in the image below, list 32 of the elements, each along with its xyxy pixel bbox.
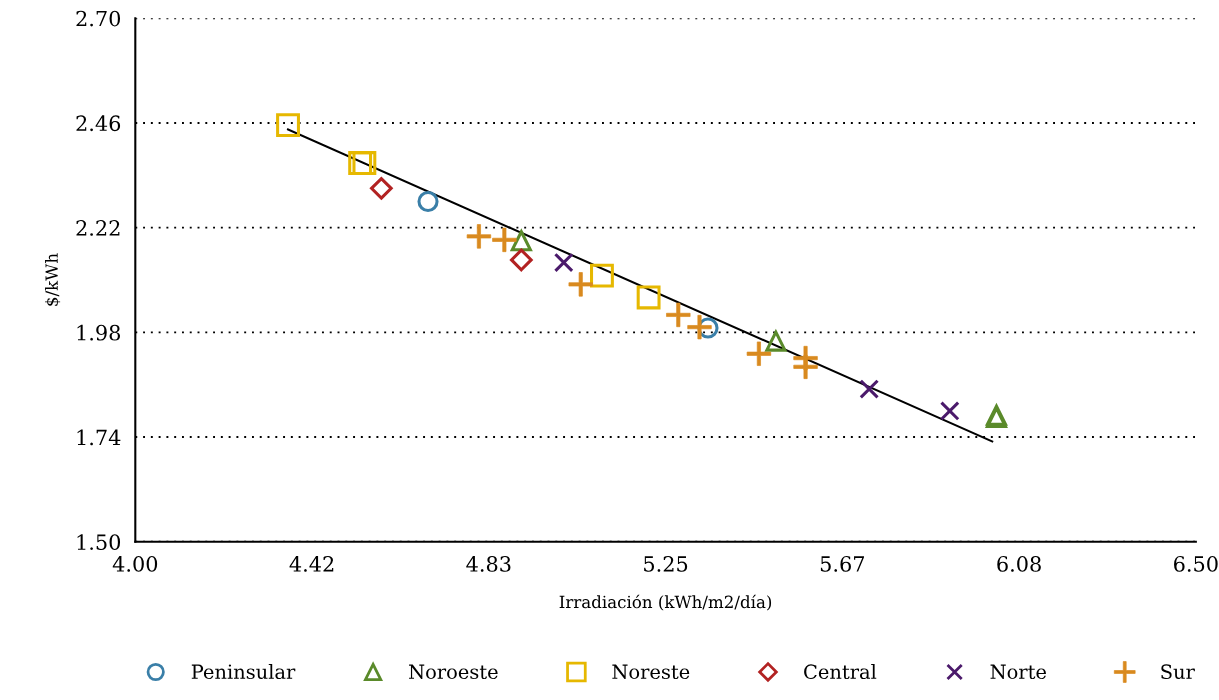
legend-label: Noreste	[612, 664, 690, 680]
y-tick-label: 2.46	[76, 115, 121, 132]
point	[276, 113, 300, 138]
x-tick-label: 6.08	[997, 556, 1041, 572]
y-tick-label: 1.74	[77, 429, 121, 446]
y-tick-label: 1.50	[77, 534, 121, 551]
x-tick-label: 6.50	[1174, 556, 1218, 572]
point	[553, 252, 574, 273]
y-axis-title: $/kWh	[45, 253, 61, 306]
legend-label: Noroeste	[409, 664, 498, 680]
y-tick-label: 1.98	[77, 324, 121, 341]
x-tick-label: 4.83	[466, 556, 511, 572]
x-tick-label: 5.67	[820, 556, 865, 572]
point	[370, 177, 393, 200]
point	[764, 328, 788, 352]
legend-label: Central	[804, 664, 877, 680]
point	[510, 230, 532, 252]
y-tick-label: 2.22	[76, 220, 120, 236]
legend-label: Norte	[990, 664, 1046, 680]
x-axis-title: Irradiación (kWh/m2/día)	[559, 594, 772, 611]
x-tick-label: 4.00	[112, 556, 158, 572]
x-tick-label: 5.25	[644, 556, 688, 572]
point	[509, 248, 533, 272]
point	[636, 285, 661, 310]
point	[939, 401, 960, 421]
point	[859, 379, 880, 399]
legend-label: Sur	[1161, 664, 1195, 680]
x-tick-label: 4.42	[289, 556, 334, 572]
legend-label: Peninsular	[191, 664, 296, 680]
point	[417, 190, 439, 213]
point	[590, 263, 614, 288]
y-tick-label: 2.70	[76, 10, 121, 27]
